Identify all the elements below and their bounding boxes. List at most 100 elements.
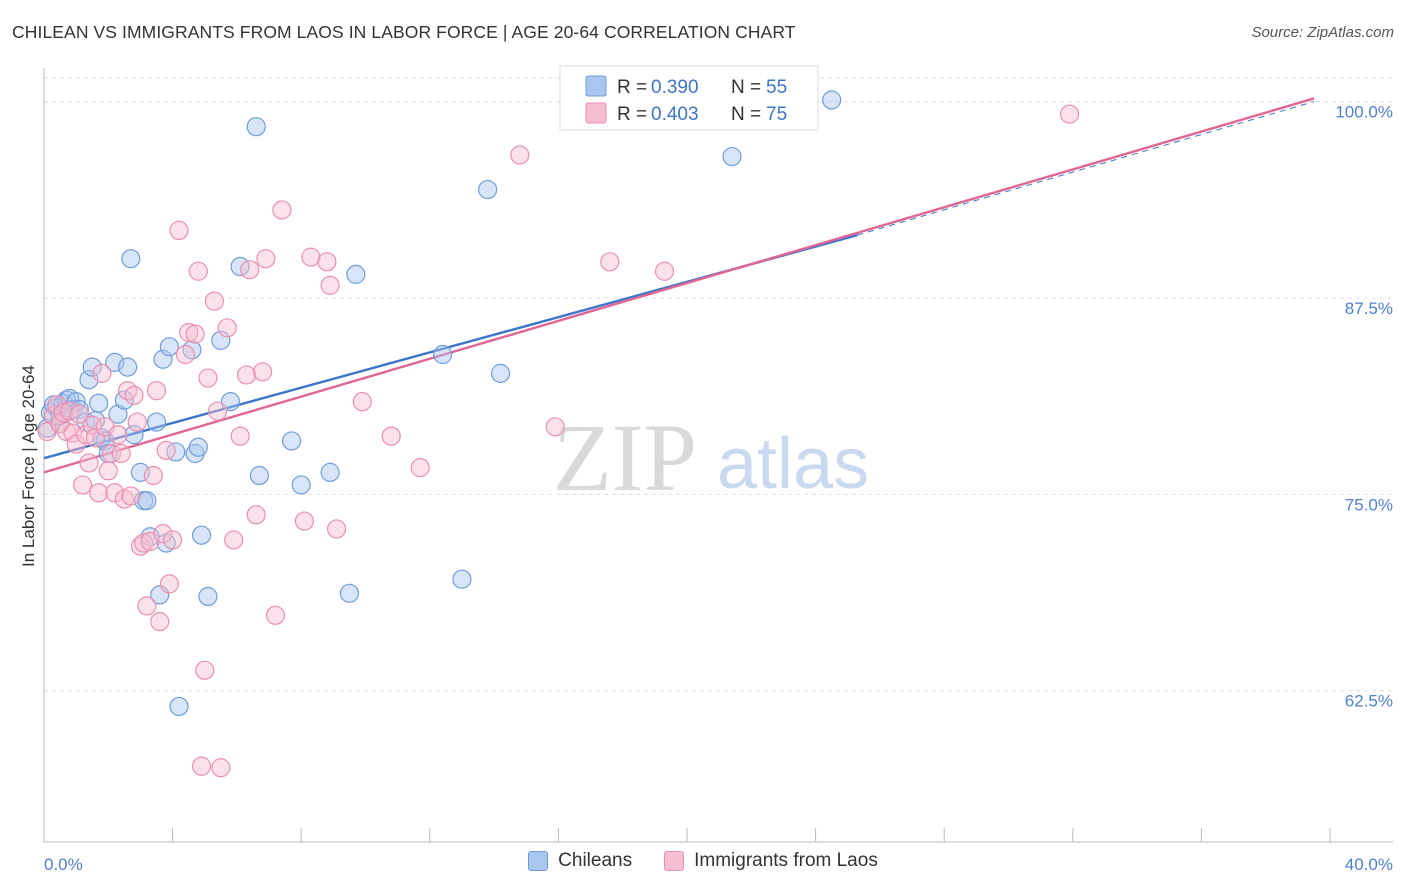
point-laos xyxy=(130,536,151,556)
point-chileans xyxy=(69,399,89,420)
point-laos xyxy=(326,519,347,539)
point-laos xyxy=(89,483,109,503)
point-chileans xyxy=(320,462,340,482)
point-laos xyxy=(253,362,273,382)
point-laos xyxy=(146,381,167,401)
point-laos xyxy=(185,324,205,344)
point-laos xyxy=(53,403,73,423)
watermark-zip: ZIP xyxy=(553,404,697,511)
point-laos xyxy=(410,458,430,478)
x-tick-label-max: 40.0% xyxy=(1345,855,1393,874)
legend-r-value: 0.390 xyxy=(651,77,699,98)
legend-label-chileans: Chileans xyxy=(558,850,633,871)
point-laos xyxy=(79,453,99,473)
point-laos xyxy=(121,486,141,506)
point-chileans xyxy=(188,437,208,457)
point-chileans xyxy=(291,475,311,495)
legend-swatch-chileans xyxy=(528,851,549,871)
point-chileans xyxy=(89,393,109,413)
point-chileans xyxy=(490,363,511,383)
point-laos xyxy=(208,401,228,421)
point-laos xyxy=(134,533,154,553)
y-tick-label: 87.5% xyxy=(1345,299,1393,318)
point-chileans xyxy=(478,179,498,200)
point-laos xyxy=(217,318,237,338)
x-tick-labels: 0.0% 40.0% xyxy=(44,855,1393,874)
point-laos xyxy=(236,365,257,385)
point-chileans xyxy=(117,357,138,377)
point-laos xyxy=(188,261,208,281)
point-laos xyxy=(169,220,189,240)
point-chileans xyxy=(452,569,472,589)
bottom-legend-item-chileans: Chileans xyxy=(528,850,632,872)
chart-title: CHILEAN VS IMMIGRANTS FROM LAOS IN LABOR… xyxy=(12,22,796,42)
point-chileans xyxy=(722,146,742,167)
point-laos xyxy=(510,145,530,165)
point-laos xyxy=(381,426,401,446)
point-laos xyxy=(240,260,260,280)
point-chileans xyxy=(105,352,125,372)
legend-r-value: 0.403 xyxy=(651,104,699,125)
point-chileans xyxy=(281,431,302,451)
point-chileans xyxy=(166,442,186,462)
point-chileans xyxy=(82,357,102,377)
point-laos xyxy=(352,392,372,412)
legend-swatch-chileans xyxy=(585,75,607,97)
point-laos xyxy=(230,426,250,446)
point-laos xyxy=(265,605,286,625)
legend-n-label: N = xyxy=(731,77,761,98)
point-chileans xyxy=(150,585,170,605)
point-laos xyxy=(101,443,122,464)
point-chileans xyxy=(146,412,167,432)
point-laos xyxy=(108,425,128,445)
point-laos xyxy=(600,252,620,272)
point-laos xyxy=(72,475,93,495)
legend-n-label: N = xyxy=(731,104,761,125)
legend-n-value: 55 xyxy=(766,77,787,98)
data-points xyxy=(37,90,1080,778)
point-laos xyxy=(163,530,183,550)
point-laos xyxy=(175,344,196,365)
point-laos xyxy=(320,275,340,295)
point-laos xyxy=(211,758,231,778)
point-laos xyxy=(198,368,218,388)
legend-swatch-laos xyxy=(585,102,607,124)
legend-n-value: 75 xyxy=(766,104,787,125)
point-chileans xyxy=(220,392,241,412)
point-laos xyxy=(301,247,321,267)
point-laos xyxy=(105,483,125,503)
point-laos xyxy=(156,440,176,460)
y-tick-label: 75.0% xyxy=(1345,495,1393,514)
chart-source: Source: ZipAtlas.com xyxy=(1251,24,1394,41)
bottom-legend: Chileans Immigrants from Laos xyxy=(0,850,1406,872)
point-laos xyxy=(272,200,292,220)
point-laos xyxy=(143,465,163,486)
x-tick-label-min: 0.0% xyxy=(44,855,83,874)
point-laos xyxy=(159,574,179,594)
point-chileans xyxy=(346,264,366,284)
point-chileans xyxy=(339,583,360,603)
point-laos xyxy=(294,511,315,531)
point-laos xyxy=(69,404,89,424)
point-chileans xyxy=(124,425,144,445)
point-chileans xyxy=(169,696,189,717)
y-tick-label: 62.5% xyxy=(1345,692,1393,711)
point-chileans xyxy=(249,465,270,486)
trend-line-laos xyxy=(43,97,1315,474)
point-chileans xyxy=(137,491,157,511)
point-laos xyxy=(317,252,337,272)
point-laos xyxy=(204,291,224,311)
point-chileans xyxy=(211,330,231,350)
point-laos xyxy=(127,412,147,432)
point-chileans xyxy=(191,525,212,545)
point-laos xyxy=(224,530,244,550)
point-chileans xyxy=(108,404,128,424)
point-chileans xyxy=(246,117,266,137)
point-laos xyxy=(85,428,106,448)
point-chileans xyxy=(153,349,173,369)
bottom-legend-item-laos: Immigrants from Laos xyxy=(664,850,878,872)
legend-r-label: R = xyxy=(617,104,647,125)
legend-r-label: R = xyxy=(617,77,647,98)
point-laos xyxy=(150,612,170,632)
